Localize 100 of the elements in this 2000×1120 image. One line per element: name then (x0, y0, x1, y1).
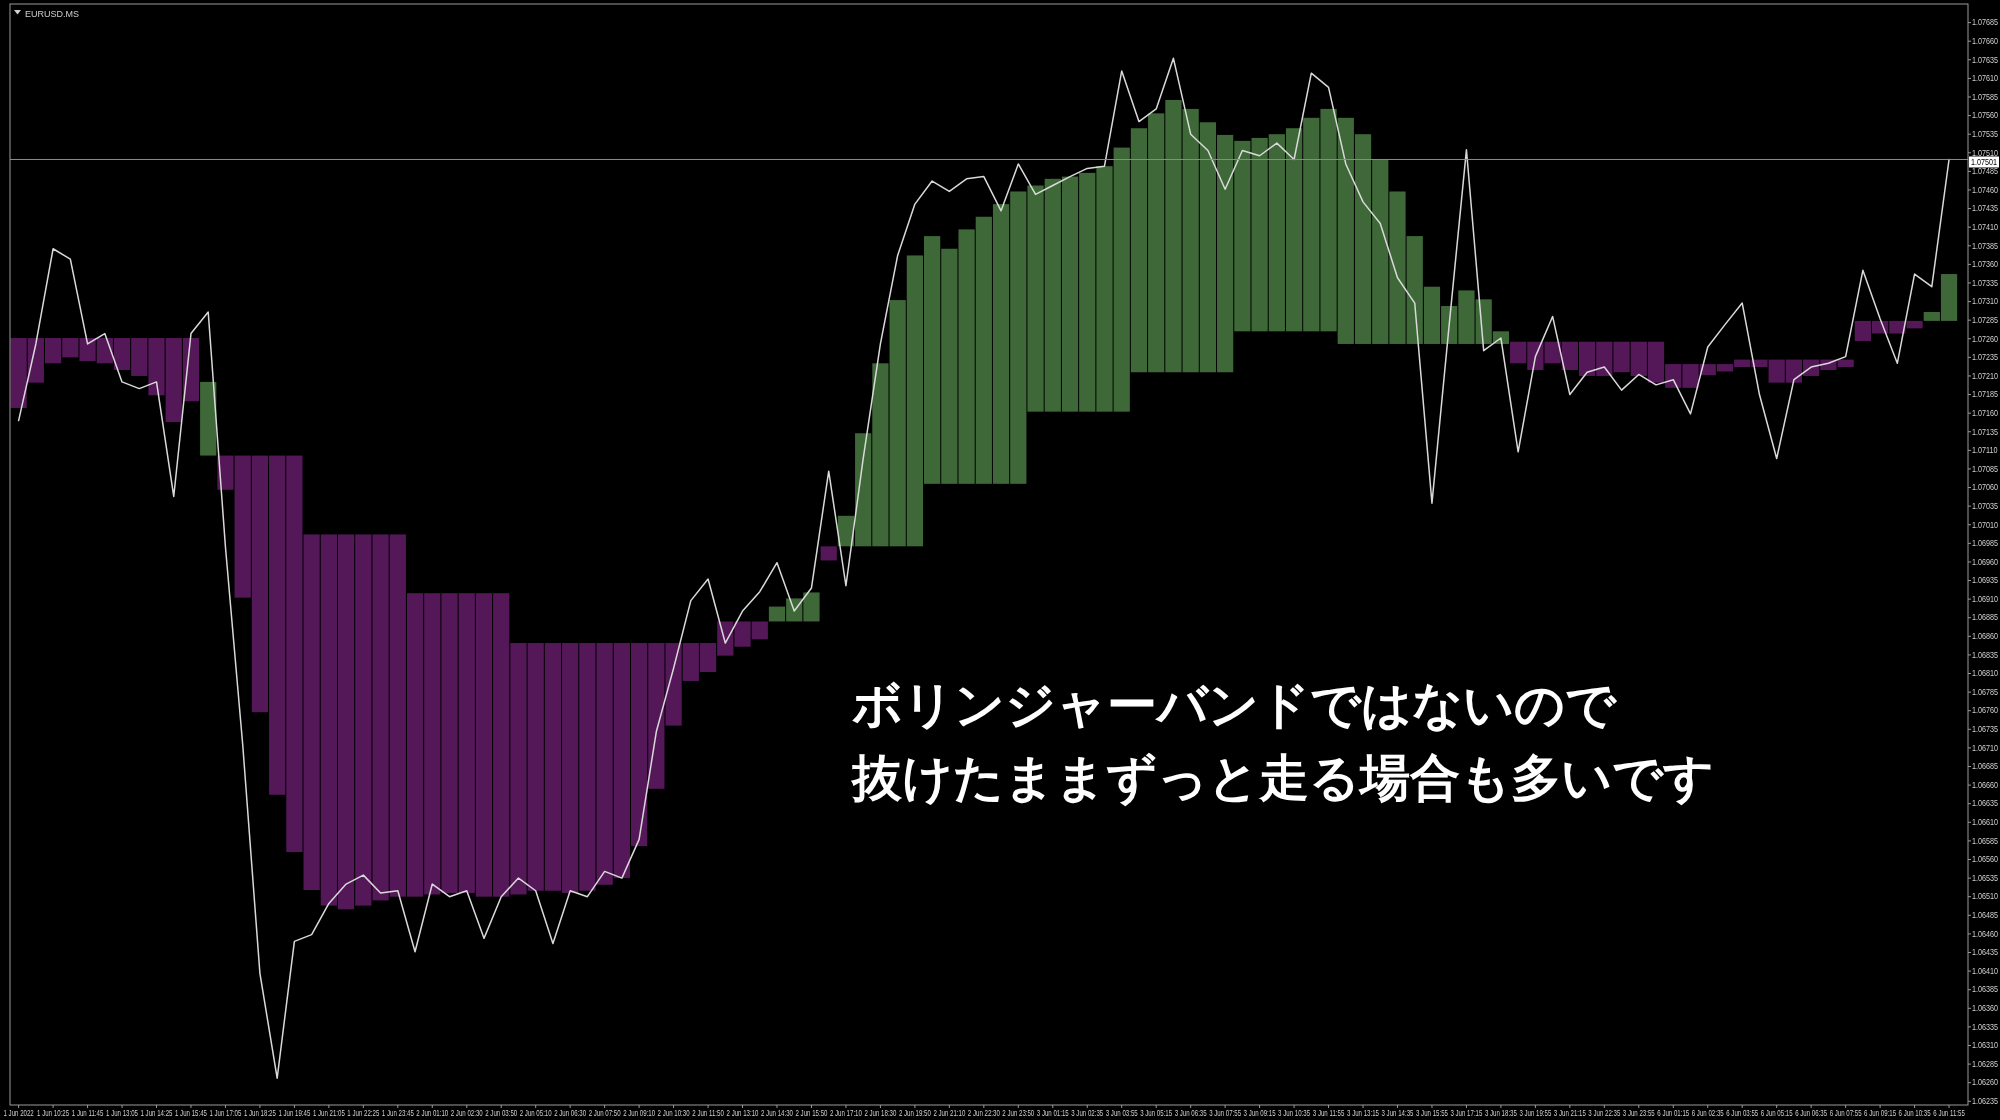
y-tick-label: 1.06935 (1972, 575, 1999, 586)
x-tick-label: 6 Jun 05:15 (1760, 1107, 1793, 1119)
x-tick-label: 6 Jun 03:55 (1726, 1107, 1759, 1119)
y-tick-label: 1.07260 (1972, 333, 1999, 344)
y-tick-label: 1.06810 (1972, 668, 1999, 679)
y-tick-label: 1.07335 (1972, 278, 1999, 288)
x-tick-label: 3 Jun 22:35 (1588, 1107, 1621, 1119)
y-tick-label: 1.07685 (1972, 17, 1999, 28)
y-tick-label: 1.07385 (1972, 240, 1999, 251)
x-tick-label: 1 Jun 11:45 (71, 1107, 104, 1119)
x-tick-label: 6 Jun 09:15 (1864, 1107, 1897, 1119)
y-tick-label: 1.06660 (1972, 780, 1999, 791)
y-tick-label: 1.07610 (1972, 73, 1999, 84)
y-tick-label: 1.07085 (1972, 463, 1999, 474)
y-tick-label: 1.06560 (1972, 854, 1999, 865)
bar (200, 381, 217, 456)
y-tick-label: 1.06785 (1972, 687, 1999, 698)
x-tick-label: 3 Jun 01:15 (1036, 1107, 1069, 1119)
x-tick-label: 3 Jun 06:35 (1174, 1107, 1207, 1119)
x-tick-label: 2 Jun 18:30 (864, 1107, 897, 1119)
x-tick-label: 2 Jun 06:30 (554, 1107, 587, 1119)
x-tick-label: 2 Jun 09:10 (623, 1107, 656, 1119)
text: EURUSD.MS (25, 9, 80, 19)
line-series (17, 57, 1950, 1079)
y-tick-label: 1.07235 (1972, 352, 1999, 363)
y-tick-label: 1.06535 (1972, 873, 1999, 884)
y-tick-label: 1.07035 (1972, 501, 1999, 512)
y-tick-label: 1.07560 (1972, 110, 1999, 121)
y-tick-label: 1.07660 (1972, 36, 1999, 47)
x-tick-label: 1 Jun 22:25 (347, 1107, 380, 1119)
x-tick-label: 2 Jun 10:30 (657, 1107, 690, 1119)
x-tick-label: 3 Jun 03:55 (1105, 1107, 1138, 1119)
x-tick-label: 2 Jun 11:50 (692, 1107, 724, 1119)
x-tick-label: 6 Jun 06:35 (1795, 1107, 1828, 1119)
y-tick-label: 1.07210 (1972, 370, 1999, 381)
x-tick-label: 1 Jun 17:05 (209, 1107, 242, 1119)
x-tick-label: 6 Jun 11:55 (1933, 1107, 1965, 1119)
y-tick-label: 1.06610 (1972, 817, 1999, 828)
y-tick-label: 1.06360 (1972, 1003, 1999, 1014)
x-tick-label: 1 Jun 18:25 (243, 1107, 276, 1119)
y-tick-label: 1.06485 (1972, 910, 1999, 921)
y-tick-label: 1.07285 (1972, 315, 1999, 326)
y-tick-label: 1.06385 (1972, 984, 1999, 995)
annotation: ボリンジャーバンドではないので (852, 676, 1617, 734)
x-tick-label: 3 Jun 13:15 (1347, 1107, 1379, 1119)
y-tick-label: 1.06635 (1972, 798, 1999, 809)
annotation: 抜けたままずっと走る場合も多いです (850, 749, 1714, 807)
y-tick-label: 1.06410 (1972, 966, 1999, 977)
x-tick-label: 3 Jun 17:15 (1450, 1107, 1483, 1119)
x-tick-label: 2 Jun 07:50 (588, 1107, 621, 1119)
y-tick-label: 1.07135 (1972, 426, 1999, 437)
x-tick-label: 1 Jun 23:45 (381, 1107, 414, 1119)
y-tick-label: 1.07485 (1972, 166, 1999, 177)
y-tick-label: 1.07510 (1972, 147, 1999, 158)
x-tick-label: 3 Jun 05:15 (1140, 1107, 1173, 1119)
x-tick-label: 2 Jun 15:50 (795, 1107, 828, 1119)
y-tick-label: 1.06260 (1972, 1077, 1999, 1088)
y-tick-label: 1.07410 (1972, 222, 1999, 233)
y-tick-label: 1.06960 (1972, 556, 1999, 567)
y-tick-label: 1.06460 (1972, 928, 1999, 939)
x-tick-label: 2 Jun 01:10 (416, 1107, 449, 1119)
x-tick-label: 3 Jun 21:15 (1553, 1107, 1586, 1119)
y-tick-label: 1.06760 (1972, 705, 1999, 716)
x-tick-label: 2 Jun 03:50 (485, 1107, 518, 1119)
x-tick-label: 6 Jun 07:55 (1829, 1107, 1862, 1119)
y-tick-label: 1.06510 (1972, 891, 1999, 902)
x-tick-label: 1 Jun 14:25 (140, 1107, 173, 1119)
x-tick-label: 2 Jun 05:10 (519, 1107, 552, 1119)
x-tick-label: 3 Jun 18:35 (1484, 1107, 1517, 1119)
y-tick-label: 1.06710 (1972, 742, 1999, 753)
y-tick-label: 1.06860 (1972, 631, 1999, 642)
y-tick-label: 1.07160 (1972, 408, 1999, 419)
x-tick-label: 6 Jun 10:35 (1898, 1107, 1931, 1119)
x-tick-label: 2 Jun 13:10 (726, 1107, 759, 1119)
y-tick-label: 1.07110 (1972, 445, 1998, 456)
x-tick-label: 1 Jun 15:45 (175, 1107, 207, 1119)
y-tick-label: 1.06310 (1972, 1040, 1999, 1051)
y-tick-label: 1.07310 (1972, 296, 1999, 307)
y-tick-label: 1.06910 (1972, 594, 1999, 605)
y-tick-label: 1.06285 (1972, 1059, 1999, 1070)
x-tick-label: 2 Jun 23:50 (1002, 1107, 1035, 1119)
y-tick-label: 1.07635 (1972, 54, 1999, 65)
y-tick-label: 1.07060 (1972, 482, 1999, 493)
y-tick-label: 1.07585 (1972, 92, 1999, 102)
x-tick-label: 2 Jun 02:30 (450, 1107, 483, 1119)
x-tick-label: 3 Jun 07:55 (1209, 1107, 1242, 1119)
x-tick-label: 3 Jun 23:55 (1622, 1107, 1655, 1119)
y-tick-label: 1.06735 (1972, 724, 1999, 735)
ref-line-label: 1.07501 (1971, 157, 1998, 167)
x-tick-label: 3 Jun 19:55 (1519, 1107, 1552, 1119)
y-tick-label: 1.06835 (1972, 649, 1999, 660)
x-tick-label: 6 Jun 02:35 (1691, 1107, 1724, 1119)
x-tick-label: 1 Jun 19:45 (278, 1107, 311, 1119)
y-tick-label: 1.07185 (1972, 389, 1999, 400)
x-tick-label: 3 Jun 14:35 (1381, 1107, 1414, 1119)
x-tick-label: 2 Jun 19:50 (898, 1107, 931, 1119)
x-tick-label: 3 Jun 15:55 (1415, 1107, 1448, 1119)
y-tick-label: 1.06685 (1972, 761, 1999, 772)
x-tick-label: 3 Jun 10:35 (1278, 1107, 1311, 1119)
y-tick-label: 1.06985 (1972, 538, 1999, 549)
